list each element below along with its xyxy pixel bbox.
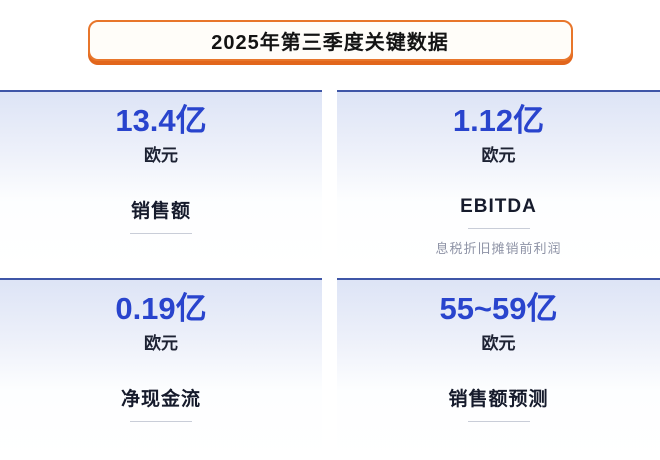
metric-unit: 欧元: [144, 333, 178, 353]
metric-unit: 欧元: [481, 145, 516, 165]
title-banner: 2025年第三季度关键数据: [87, 20, 573, 61]
metric-value: 1.12亿: [452, 103, 545, 138]
metric-card-sales: 13.4亿 欧元 销售额: [0, 90, 322, 270]
page-title: 2025年第三季度关键数据: [211, 32, 449, 54]
metric-label: 销售额: [130, 200, 191, 222]
metric-value: 0.19亿: [115, 291, 207, 326]
metric-grid: 13.4亿 欧元 销售额 1.12亿 欧元 EBITDA 息税折旧摊销前利润 0…: [0, 90, 660, 460]
metric-card-ebitda: 1.12亿 欧元 EBITDA 息税折旧摊销前利润: [337, 90, 660, 270]
metric-label: 销售额预测: [448, 388, 549, 410]
metric-value: 55~59亿: [439, 291, 558, 326]
label-divider: [467, 227, 530, 229]
metric-unit: 欧元: [144, 145, 178, 165]
metric-value: 13.4亿: [115, 103, 207, 138]
metric-subtitle: 息税折旧摊销前利润: [435, 240, 562, 256]
metric-label: EBITDA: [460, 195, 537, 217]
metric-card-sales-forecast: 55~59亿 欧元 销售额预测: [337, 278, 660, 460]
label-divider: [130, 420, 192, 422]
metric-card-net-cash-flow: 0.19亿 欧元 净现金流: [0, 278, 322, 460]
label-divider: [467, 420, 530, 422]
label-divider: [130, 232, 192, 234]
metric-label: 净现金流: [120, 388, 201, 410]
metric-unit: 欧元: [481, 333, 516, 353]
